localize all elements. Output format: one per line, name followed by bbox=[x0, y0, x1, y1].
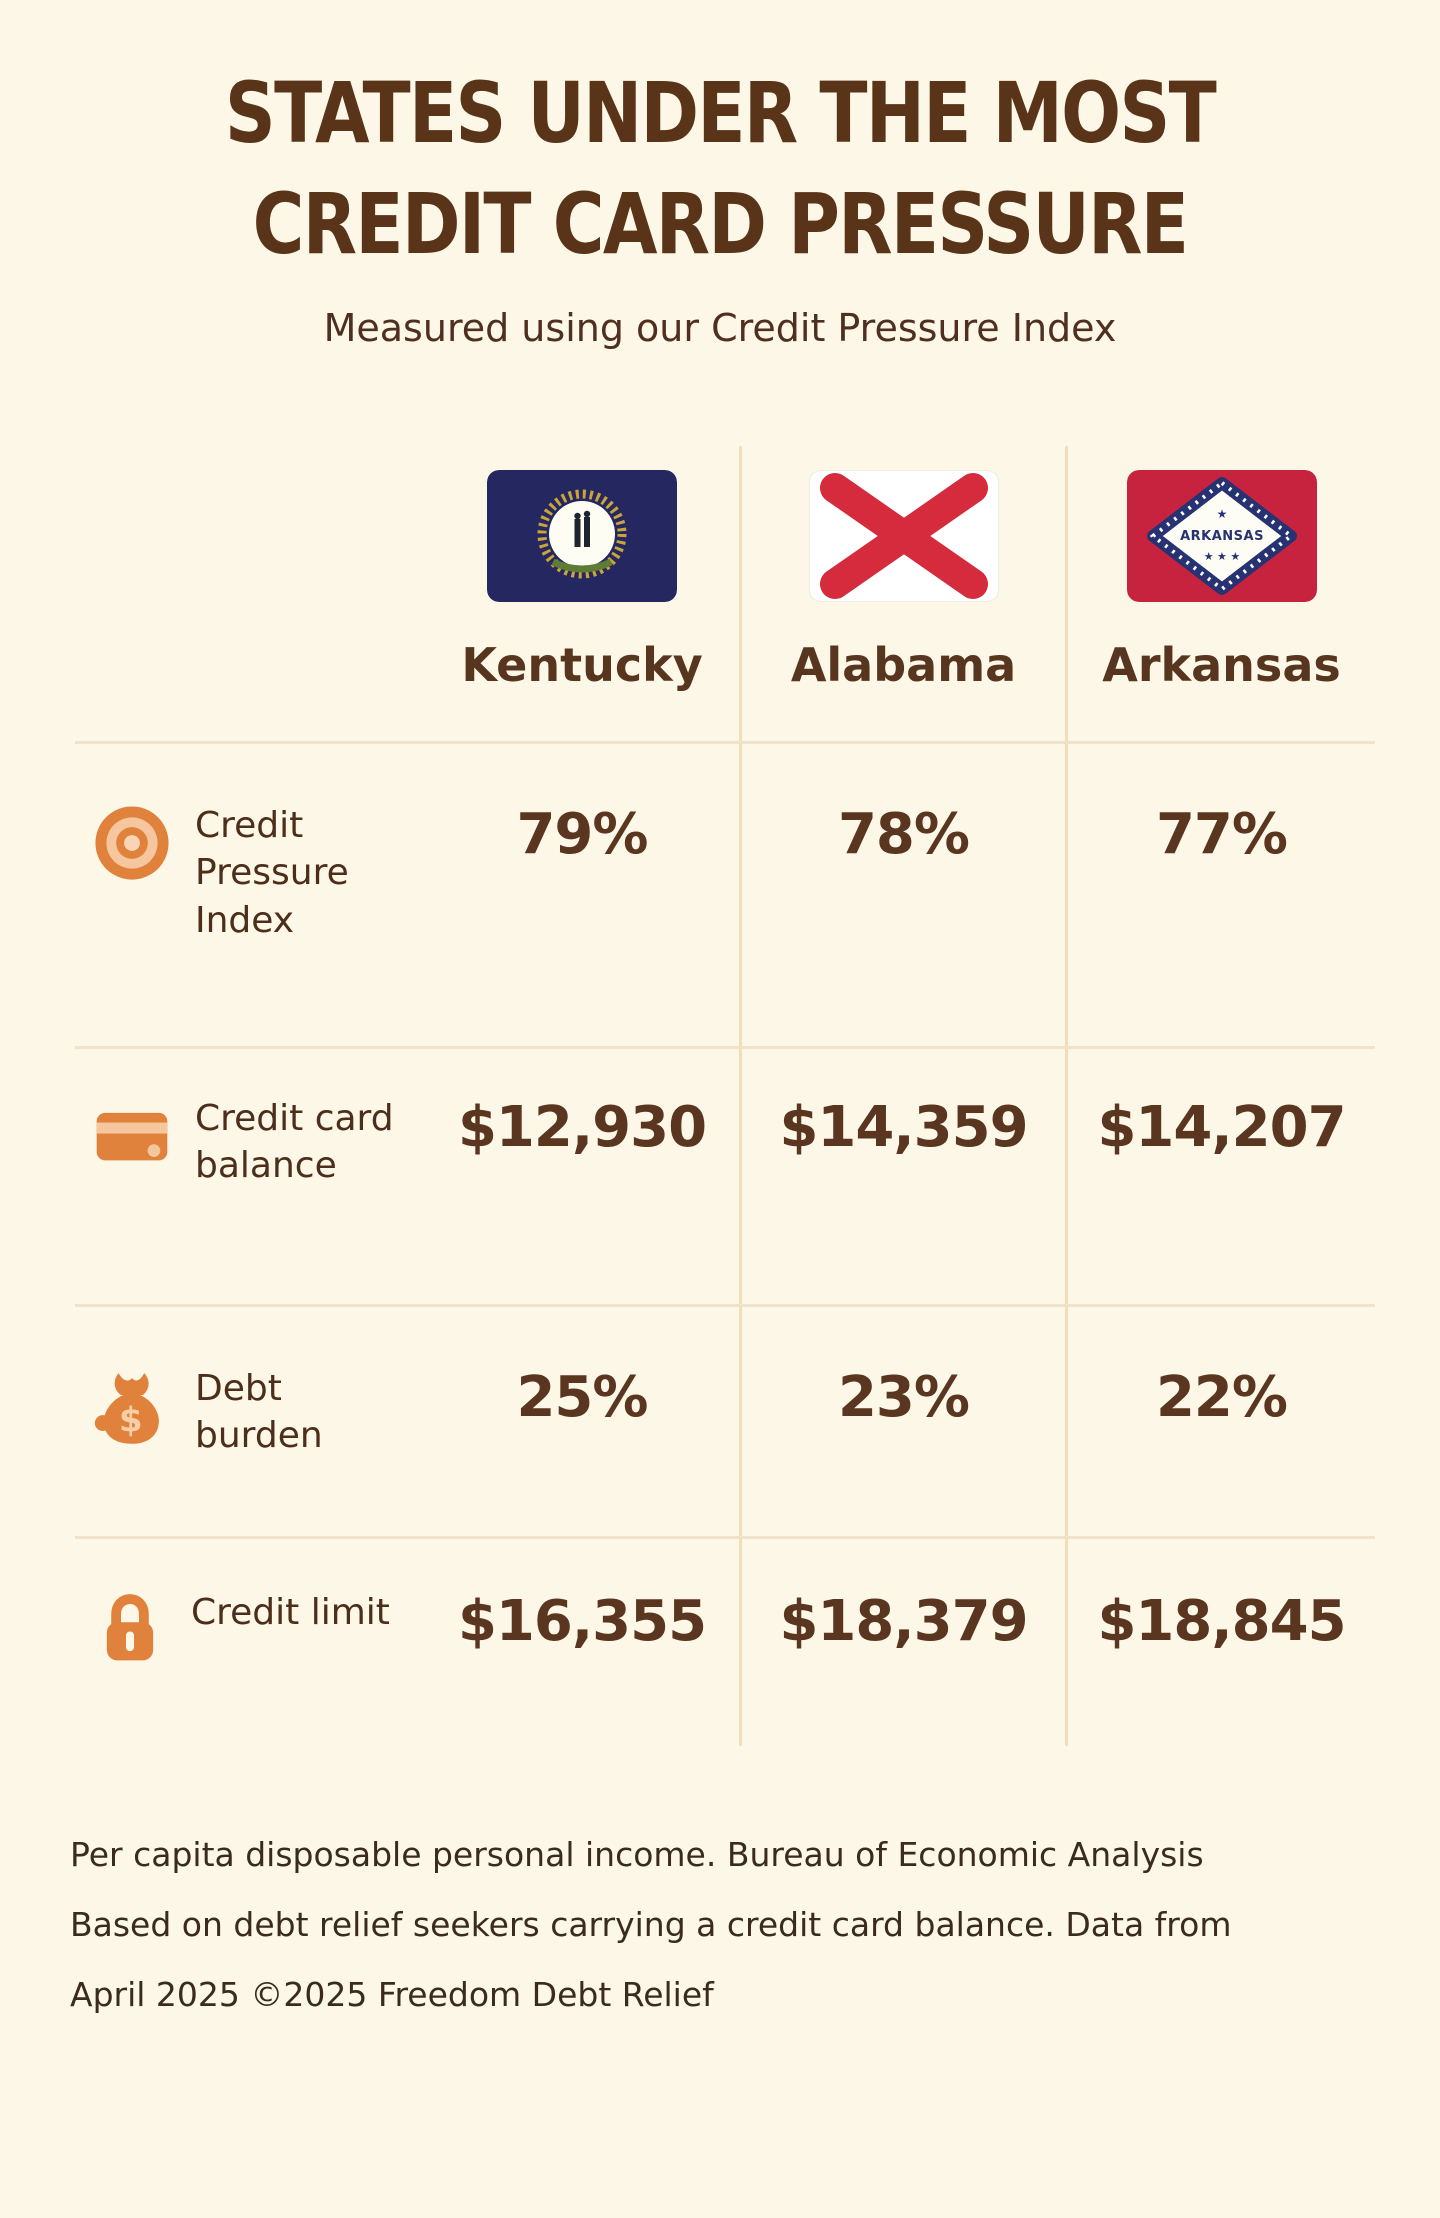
state-name-kentucky: Kentucky bbox=[461, 637, 703, 692]
title-line-1: STATES UNDER THE MOST bbox=[224, 64, 1217, 162]
state-name-arkansas: Arkansas bbox=[1102, 637, 1341, 692]
money-bag-icon: $ bbox=[93, 1367, 171, 1449]
value-kentucky-debt-burden: 25% bbox=[425, 1303, 739, 1536]
svg-text:$: $ bbox=[119, 1400, 143, 1440]
page-title: STATES UNDER THE MOST CREDIT CARD PRESSU… bbox=[115, 58, 1325, 280]
credit-card-icon bbox=[93, 1097, 171, 1179]
credit-pressure-table: Kentucky Alabama ★ ARKANSAS ★ ★ ★ Arkans… bbox=[75, 445, 1375, 1746]
lock-icon bbox=[93, 1591, 167, 1669]
row-label-credit-limit: Credit limit bbox=[75, 1535, 425, 1746]
state-name-alabama: Alabama bbox=[790, 637, 1017, 692]
footnote-line-1: Per capita disposable personal income. B… bbox=[70, 1834, 1204, 1874]
footnote-line-3: April 2025 ©2025 Freedom Debt Relief bbox=[70, 1974, 714, 2014]
row-label-text: Credit Pressure Index bbox=[195, 804, 349, 941]
title-line-2: CREDIT CARD PRESSURE bbox=[252, 174, 1189, 273]
value-kentucky-credit-limit: $16,355 bbox=[425, 1535, 739, 1746]
arkansas-stars-bottom: ★ ★ ★ bbox=[1203, 550, 1240, 563]
header-kentucky: Kentucky bbox=[425, 446, 739, 741]
header-empty-cell bbox=[75, 446, 425, 741]
value-arkansas-cpi: 77% bbox=[1065, 740, 1375, 1046]
value-arkansas-credit-limit: $18,845 bbox=[1065, 1535, 1375, 1746]
source-footnote: Per capita disposable personal income. B… bbox=[70, 1820, 1370, 2030]
row-label-text: Credit card balance bbox=[195, 1097, 394, 1187]
arkansas-star-top: ★ bbox=[1216, 507, 1227, 521]
footnote-line-2: Based on debt relief seekers carrying a … bbox=[70, 1904, 1232, 1944]
value-arkansas-debt-burden: 22% bbox=[1065, 1303, 1375, 1536]
value-kentucky-cpi: 79% bbox=[425, 740, 739, 1046]
value-alabama-debt-burden: 23% bbox=[739, 1303, 1065, 1536]
kentucky-flag-icon bbox=[487, 469, 677, 602]
target-icon bbox=[93, 804, 171, 886]
header-alabama: Alabama bbox=[739, 445, 1065, 741]
arkansas-flag-icon: ★ ARKANSAS ★ ★ ★ bbox=[1126, 469, 1317, 602]
value-alabama-cpi: 78% bbox=[739, 740, 1065, 1046]
row-label-credit-card-balance: Credit card balance bbox=[75, 1045, 425, 1304]
header-arkansas: ★ ARKANSAS ★ ★ ★ Arkansas bbox=[1065, 445, 1375, 741]
alabama-flag-icon bbox=[808, 469, 999, 602]
row-label-credit-pressure-index: Credit Pressure Index bbox=[75, 740, 425, 1046]
value-alabama-balance: $14,359 bbox=[739, 1045, 1065, 1304]
row-label-text: Debt burden bbox=[195, 1367, 323, 1457]
row-label-text: Credit limit bbox=[191, 1591, 390, 1633]
value-arkansas-balance: $14,207 bbox=[1065, 1045, 1375, 1304]
page-subtitle: Measured using our Credit Pressure Index bbox=[323, 305, 1117, 350]
value-kentucky-balance: $12,930 bbox=[425, 1045, 739, 1304]
row-label-debt-burden: $ Debt burden bbox=[75, 1303, 425, 1536]
infographic-page: STATES UNDER THE MOST CREDIT CARD PRESSU… bbox=[0, 58, 1440, 2218]
value-alabama-credit-limit: $18,379 bbox=[739, 1535, 1065, 1746]
arkansas-flag-text: ARKANSAS bbox=[1180, 529, 1264, 544]
